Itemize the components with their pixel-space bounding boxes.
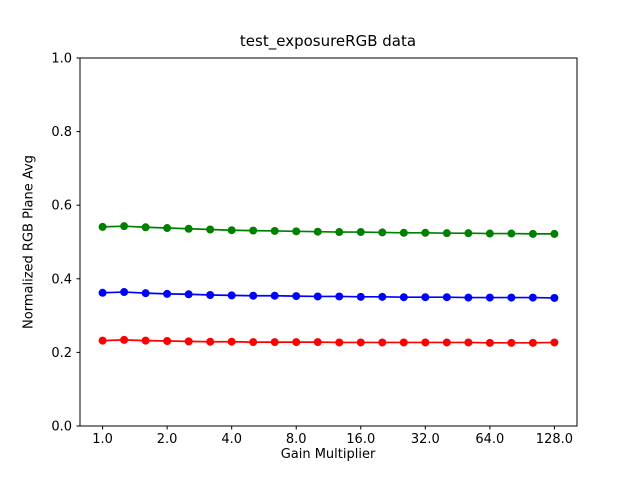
y-tick-label: 0.6 — [51, 199, 72, 214]
data-point-green — [507, 229, 516, 238]
data-point-blue — [528, 293, 537, 302]
series-green — [98, 222, 559, 238]
data-point-blue — [464, 293, 473, 302]
data-point-green — [184, 224, 193, 233]
data-point-green — [399, 228, 408, 237]
data-point-green — [206, 225, 215, 234]
data-point-blue — [356, 292, 365, 301]
data-point-red — [206, 337, 215, 346]
series-line-blue — [102, 291, 555, 299]
data-point-red — [120, 335, 129, 344]
y-tick-label: 0.2 — [51, 346, 72, 361]
data-point-red — [313, 338, 322, 347]
data-point-green — [141, 223, 150, 232]
x-tick-label: 128.0 — [536, 432, 573, 447]
data-point-red — [485, 338, 494, 347]
data-point-red — [141, 336, 150, 345]
data-point-green — [528, 229, 537, 238]
data-point-red — [249, 338, 258, 347]
data-point-blue — [141, 289, 150, 298]
data-point-green — [292, 227, 301, 236]
y-tick-label: 0.8 — [51, 125, 72, 140]
data-point-blue — [184, 290, 193, 299]
data-point-red — [356, 338, 365, 347]
data-point-blue — [249, 291, 258, 300]
y-tick-label: 0.4 — [51, 272, 72, 287]
data-point-blue — [421, 293, 430, 302]
x-tick-label: 16.0 — [346, 432, 375, 447]
data-point-red — [421, 338, 430, 347]
data-point-green — [335, 228, 344, 237]
data-point-blue — [270, 291, 279, 300]
x-tick-label: 4.0 — [221, 432, 242, 447]
data-point-green — [120, 222, 129, 231]
data-point-blue — [399, 293, 408, 302]
y-axis: 0.0 0.2 0.4 0.6 0.8 1.0 — [51, 52, 80, 435]
x-tick-label: 64.0 — [475, 432, 504, 447]
y-tick-label: 0.0 — [51, 420, 72, 435]
data-point-blue — [227, 291, 236, 300]
data-point-green — [313, 227, 322, 236]
data-point-red — [227, 337, 236, 346]
plot-area-border — [79, 57, 578, 427]
data-point-blue — [550, 293, 559, 302]
data-point-blue — [378, 292, 387, 301]
data-point-red — [464, 338, 473, 347]
series-red — [98, 335, 559, 347]
data-point-red — [550, 338, 559, 347]
data-point-green — [356, 228, 365, 237]
y-tick-label: 1.0 — [51, 52, 72, 67]
data-point-green — [163, 224, 172, 233]
data-point-green — [227, 226, 236, 235]
x-tick-label: 8.0 — [286, 432, 307, 447]
data-point-green — [98, 222, 107, 231]
data-point-blue — [98, 288, 107, 297]
data-point-green — [270, 226, 279, 235]
series-line-green — [102, 225, 555, 235]
data-point-red — [528, 338, 537, 347]
data-point-green — [378, 228, 387, 237]
data-point-green — [442, 229, 451, 238]
data-point-red — [163, 336, 172, 345]
data-point-blue — [335, 292, 344, 301]
data-point-green — [485, 229, 494, 238]
data-point-red — [184, 337, 193, 346]
data-point-red — [399, 338, 408, 347]
data-point-blue — [313, 292, 322, 301]
x-tick-label: 32.0 — [411, 432, 440, 447]
data-point-blue — [206, 290, 215, 299]
x-axis-label: Gain Multiplier — [280, 447, 376, 462]
data-point-red — [270, 338, 279, 347]
data-point-green — [421, 228, 430, 237]
chart-title: test_exposureRGB data — [239, 32, 417, 50]
x-tick-label: 1.0 — [92, 432, 113, 447]
data-point-green — [464, 229, 473, 238]
data-point-blue — [485, 293, 494, 302]
data-point-blue — [507, 293, 516, 302]
data-point-red — [442, 338, 451, 347]
data-point-red — [378, 338, 387, 347]
x-axis: 1.0 2.0 4.0 8.0 16.0 32.0 64.0 128.0 — [92, 426, 573, 447]
data-point-red — [292, 338, 301, 347]
series-line-red — [102, 339, 555, 344]
series-blue — [98, 288, 559, 302]
data-point-blue — [120, 288, 129, 297]
data-point-red — [335, 338, 344, 347]
x-tick-label: 2.0 — [157, 432, 178, 447]
data-point-green — [249, 226, 258, 235]
data-point-red — [98, 336, 107, 345]
data-point-blue — [292, 292, 301, 301]
data-point-green — [550, 229, 559, 238]
data-point-red — [507, 338, 516, 347]
data-point-blue — [163, 289, 172, 298]
data-point-blue — [442, 293, 451, 302]
